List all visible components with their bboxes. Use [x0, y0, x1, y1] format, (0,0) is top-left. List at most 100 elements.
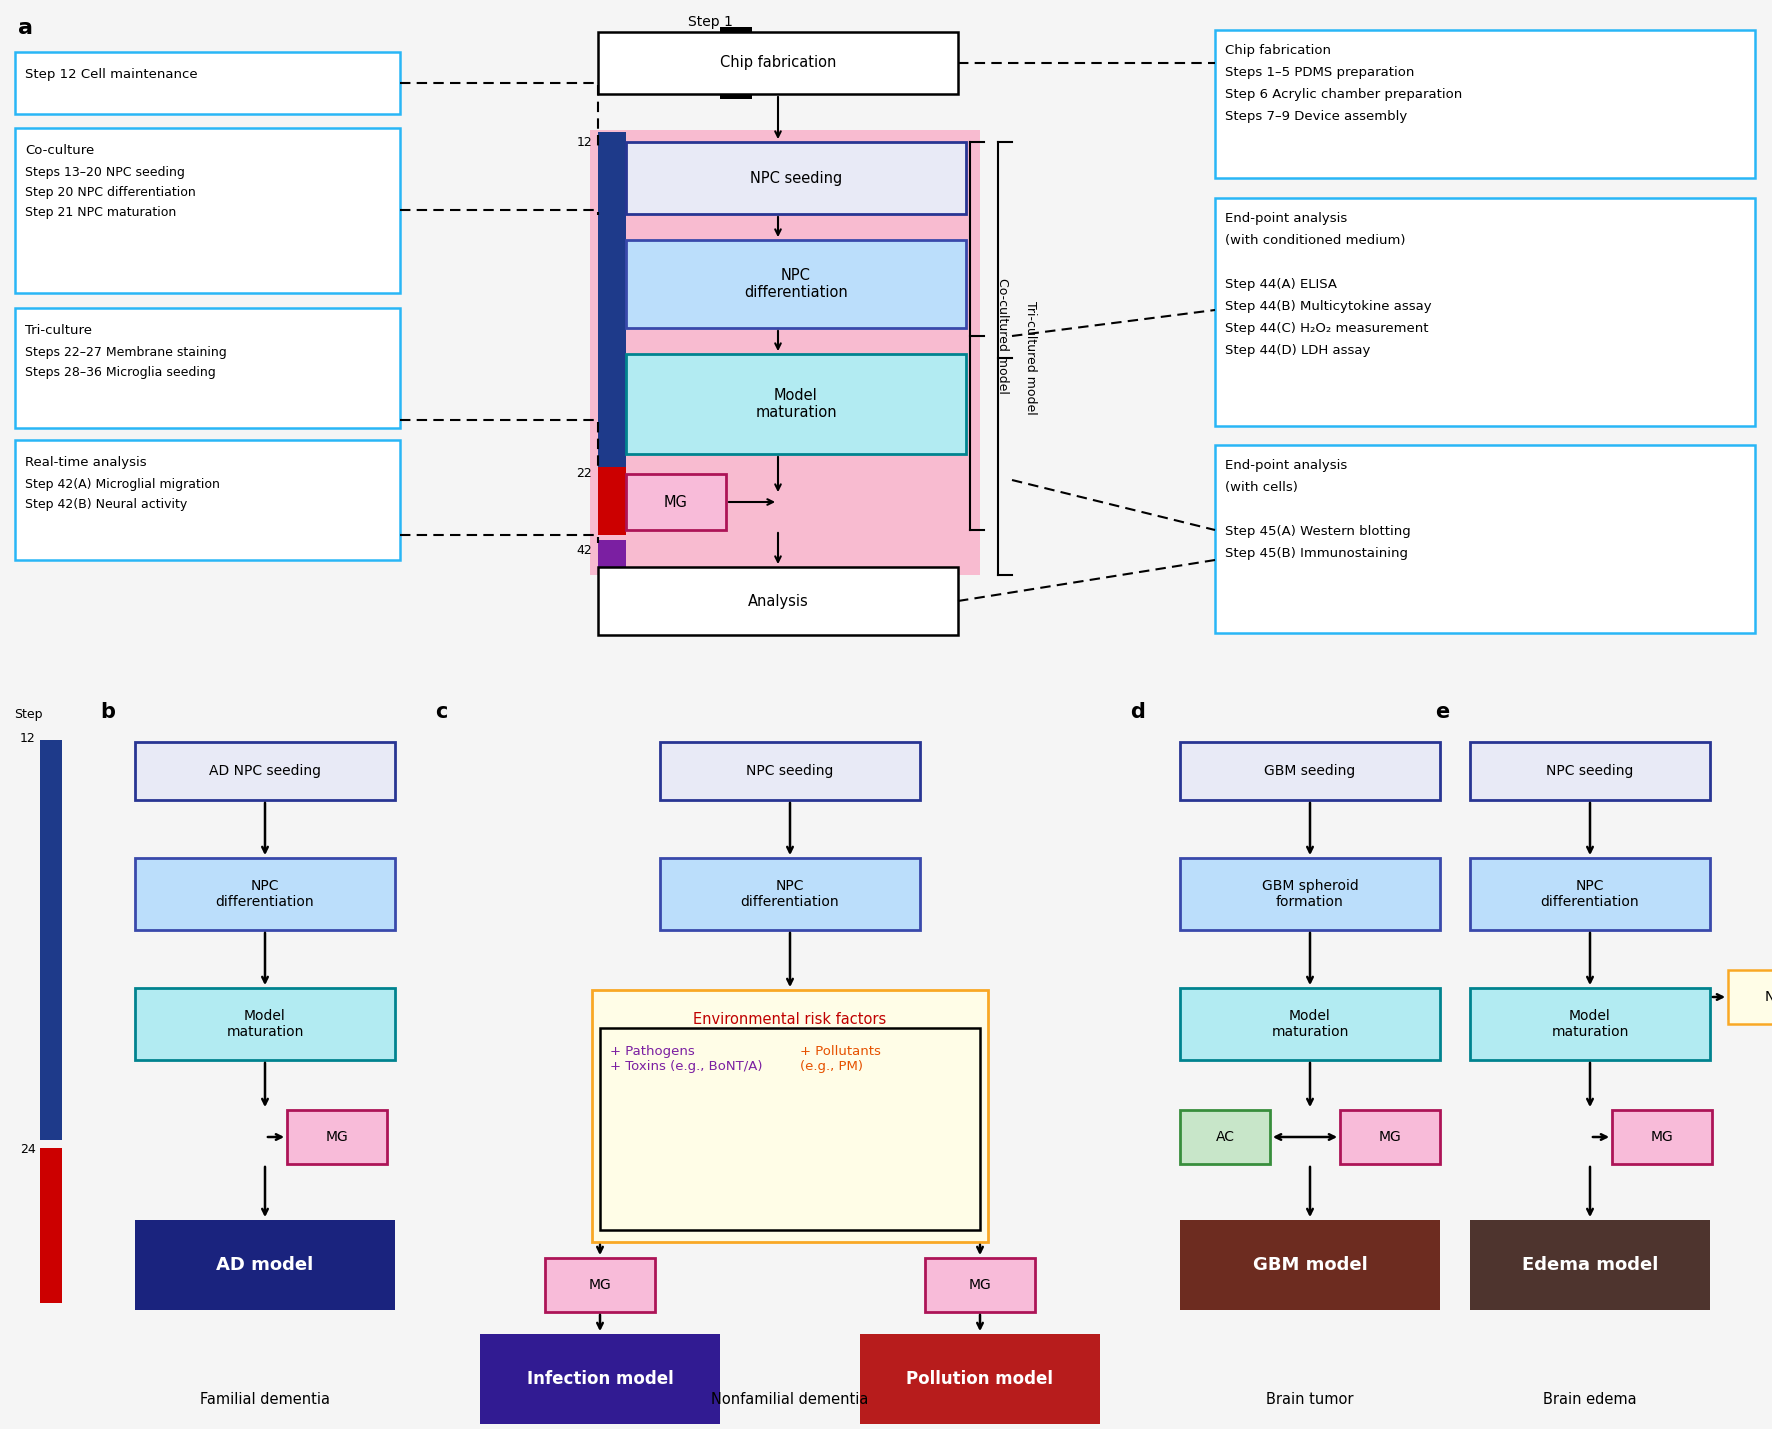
Text: End-point analysis: End-point analysis: [1224, 211, 1347, 224]
Text: NPC
differentiation: NPC differentiation: [741, 879, 840, 909]
Text: Step 20 NPC differentiation: Step 20 NPC differentiation: [25, 186, 195, 199]
FancyBboxPatch shape: [597, 540, 626, 624]
FancyBboxPatch shape: [14, 51, 400, 114]
FancyBboxPatch shape: [601, 1027, 980, 1230]
Text: AD model: AD model: [216, 1256, 314, 1275]
Text: MG: MG: [1379, 1130, 1402, 1145]
FancyBboxPatch shape: [1471, 857, 1710, 930]
Text: MG: MG: [1652, 1130, 1673, 1145]
Text: Familial dementia: Familial dementia: [200, 1392, 330, 1408]
Text: NPC
differentiation: NPC differentiation: [744, 267, 847, 300]
Text: Step 6 Acrylic chamber preparation: Step 6 Acrylic chamber preparation: [1224, 89, 1462, 101]
Text: (with cells): (with cells): [1224, 482, 1297, 494]
Text: Nonfamilial dementia: Nonfamilial dementia: [711, 1392, 868, 1408]
Text: Model
maturation: Model maturation: [227, 1009, 303, 1039]
FancyBboxPatch shape: [597, 567, 959, 634]
Text: Model
maturation: Model maturation: [755, 387, 836, 420]
FancyBboxPatch shape: [1471, 742, 1710, 800]
Text: Infection model: Infection model: [526, 1370, 673, 1388]
Text: 42: 42: [576, 544, 592, 557]
Text: Step 44(B) Multicytokine assay: Step 44(B) Multicytokine assay: [1224, 300, 1432, 313]
Text: NPC seeding: NPC seeding: [1547, 765, 1634, 777]
FancyBboxPatch shape: [590, 130, 980, 574]
Text: Steps 28–36 Microglia seeding: Steps 28–36 Microglia seeding: [25, 366, 216, 379]
FancyBboxPatch shape: [592, 990, 989, 1242]
Text: Brain tumor: Brain tumor: [1267, 1392, 1354, 1408]
FancyBboxPatch shape: [287, 1110, 386, 1165]
Text: NPC seeding: NPC seeding: [746, 765, 833, 777]
Text: Step 44(C) H₂O₂ measurement: Step 44(C) H₂O₂ measurement: [1224, 322, 1428, 334]
FancyBboxPatch shape: [626, 141, 966, 214]
Text: Co-culture: Co-culture: [25, 144, 94, 157]
FancyBboxPatch shape: [1471, 1220, 1710, 1310]
FancyBboxPatch shape: [1180, 987, 1441, 1060]
Text: Steps 22–27 Membrane staining: Steps 22–27 Membrane staining: [25, 346, 227, 359]
Text: c: c: [434, 702, 447, 722]
FancyBboxPatch shape: [626, 240, 966, 329]
FancyBboxPatch shape: [1216, 199, 1754, 426]
FancyBboxPatch shape: [626, 354, 966, 454]
FancyBboxPatch shape: [41, 740, 62, 1140]
Text: 22: 22: [576, 467, 592, 480]
Text: (with conditioned medium): (with conditioned medium): [1224, 234, 1405, 247]
FancyBboxPatch shape: [1180, 742, 1441, 800]
Text: Chip fabrication: Chip fabrication: [719, 56, 836, 70]
FancyBboxPatch shape: [1180, 1220, 1441, 1310]
Text: Steps 7–9 Device assembly: Steps 7–9 Device assembly: [1224, 110, 1407, 123]
Text: Real-time analysis: Real-time analysis: [25, 456, 147, 469]
Text: NPC
differentiation: NPC differentiation: [216, 879, 314, 909]
Text: NPC seeding: NPC seeding: [750, 170, 842, 186]
Text: Tri-cultured model: Tri-cultured model: [1024, 302, 1037, 414]
FancyBboxPatch shape: [597, 31, 959, 94]
FancyBboxPatch shape: [1728, 970, 1772, 1025]
FancyBboxPatch shape: [1216, 444, 1754, 633]
Text: Model
maturation: Model maturation: [1271, 1009, 1348, 1039]
Text: Steps 13–20 NPC seeding: Steps 13–20 NPC seeding: [25, 166, 184, 179]
Text: 12: 12: [576, 136, 592, 149]
Text: GBM spheroid
formation: GBM spheroid formation: [1262, 879, 1359, 909]
FancyBboxPatch shape: [1471, 987, 1710, 1060]
FancyBboxPatch shape: [546, 1258, 656, 1312]
Text: e: e: [1435, 702, 1449, 722]
FancyBboxPatch shape: [659, 857, 920, 930]
FancyBboxPatch shape: [626, 474, 727, 530]
Text: End-point analysis: End-point analysis: [1224, 459, 1347, 472]
FancyBboxPatch shape: [1340, 1110, 1441, 1165]
Text: Pollution model: Pollution model: [907, 1370, 1054, 1388]
FancyBboxPatch shape: [1180, 857, 1441, 930]
Text: MG: MG: [588, 1278, 611, 1292]
Text: Environmental risk factors: Environmental risk factors: [693, 1012, 886, 1027]
Text: Co-cultured model: Co-cultured model: [996, 279, 1008, 394]
Text: MG: MG: [664, 494, 688, 510]
Text: + Pollutants
(e.g., PM): + Pollutants (e.g., PM): [799, 1045, 881, 1073]
Text: Step 1: Step 1: [688, 14, 732, 29]
Text: Step 45(A) Western blotting: Step 45(A) Western blotting: [1224, 524, 1411, 537]
FancyBboxPatch shape: [135, 742, 395, 800]
FancyBboxPatch shape: [41, 1147, 62, 1303]
FancyBboxPatch shape: [1216, 30, 1754, 179]
Text: MG: MG: [326, 1130, 349, 1145]
Text: GBM model: GBM model: [1253, 1256, 1368, 1275]
Text: + Pathogens
+ Toxins (e.g., BoNT/A): + Pathogens + Toxins (e.g., BoNT/A): [610, 1045, 762, 1073]
Text: NPC
differentiation: NPC differentiation: [1540, 879, 1639, 909]
FancyBboxPatch shape: [1180, 1110, 1271, 1165]
Text: 12: 12: [19, 732, 35, 745]
Text: Model
maturation: Model maturation: [1550, 1009, 1628, 1039]
Text: Tri-culture: Tri-culture: [25, 324, 92, 337]
Text: Step 21 NPC maturation: Step 21 NPC maturation: [25, 206, 175, 219]
FancyBboxPatch shape: [659, 742, 920, 800]
Text: Brain edema: Brain edema: [1543, 1392, 1637, 1408]
Text: Analysis: Analysis: [748, 593, 808, 609]
FancyBboxPatch shape: [14, 309, 400, 429]
Text: GBM seeding: GBM seeding: [1265, 765, 1356, 777]
Text: Chip fabrication: Chip fabrication: [1224, 44, 1331, 57]
Text: Step: Step: [14, 707, 43, 722]
Text: MG: MG: [969, 1278, 991, 1292]
Text: AD NPC seeding: AD NPC seeding: [209, 765, 321, 777]
Text: b: b: [99, 702, 115, 722]
Text: Step 42(B) Neural activity: Step 42(B) Neural activity: [25, 497, 188, 512]
Text: a: a: [18, 19, 34, 39]
FancyBboxPatch shape: [14, 129, 400, 293]
Text: Step 44(A) ELISA: Step 44(A) ELISA: [1224, 279, 1338, 292]
Text: Steps 1–5 PDMS preparation: Steps 1–5 PDMS preparation: [1224, 66, 1414, 79]
